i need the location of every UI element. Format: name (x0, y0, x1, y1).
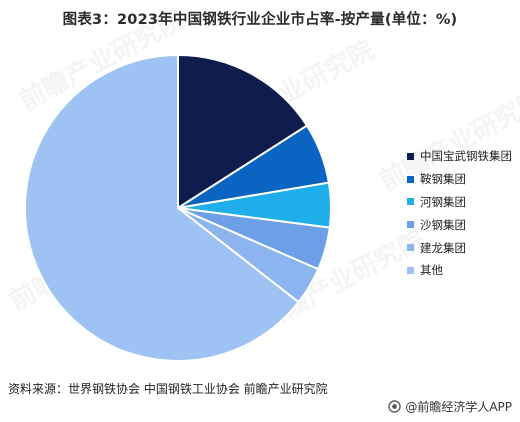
legend: 中国宝武钢铁集团 鞍钢集团河钢集团沙钢集团建龙集团其他 (407, 145, 512, 282)
legend-label: 建龙集团 (420, 240, 466, 255)
brand-logo-icon (388, 400, 402, 413)
legend-item: 沙钢集团 (407, 213, 512, 236)
legend-item: 建龙集团 (407, 236, 512, 259)
legend-swatch (407, 244, 414, 252)
legend-label: 沙钢集团 (420, 217, 466, 232)
pie-slice-0 (177, 53, 309, 210)
legend-item: 鞍钢集团 (407, 168, 512, 191)
legend-label: 鞍钢集团 (420, 172, 466, 187)
legend-label: 中国宝武钢铁集团 (420, 149, 512, 164)
legend-label: 河钢集团 (420, 194, 466, 209)
legend-item: 河钢集团 (407, 191, 512, 214)
brand-label: @前瞻经济学人APP (405, 400, 512, 414)
legend-swatch (407, 152, 414, 160)
source-note: 资料来源：世界钢铁协会 中国钢铁工业协会 前瞻产业研究院 (8, 382, 328, 396)
chart-title: 图表3：2023年中国钢铁行业企业市占率-按产量(单位：%) (62, 12, 458, 28)
legend-swatch (407, 221, 414, 229)
legend-item: 其他 (407, 259, 512, 282)
pie-slice-5 (24, 53, 301, 362)
legend-item: 中国宝武钢铁集团 (407, 145, 512, 168)
legend-swatch (407, 175, 414, 183)
brand-credit: @前瞻经济学人APP (388, 398, 512, 415)
legend-swatch (407, 198, 414, 206)
legend-label: 其他 (420, 263, 443, 278)
legend-swatch (407, 266, 414, 274)
